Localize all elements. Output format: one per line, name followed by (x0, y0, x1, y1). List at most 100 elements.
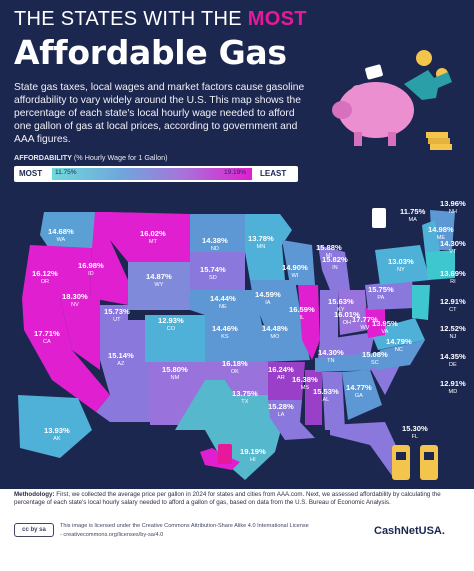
state-or (22, 245, 92, 298)
state-label-me: 14.98% ME (428, 225, 454, 242)
state-ga (342, 370, 382, 420)
state-label-nd: 14.38% ND (202, 236, 228, 253)
state-label-wy: 14.87% WY (146, 272, 172, 289)
state-label-ny: 13.03% NY (388, 257, 414, 274)
state-tx (175, 380, 285, 480)
state-mn (245, 214, 292, 280)
license-line1: This image is licensed under the Creativ… (60, 523, 309, 529)
state-label-tx: 13.75% TX (232, 389, 258, 406)
state-al (322, 372, 345, 430)
state-label-hi: 19.19% HI (240, 447, 266, 464)
state-label-oh: 16.01% OH (334, 310, 360, 327)
state-label-tn: 14.30% TN (318, 348, 344, 365)
state-la (268, 400, 315, 440)
state-label-wa: 14.68% WA (48, 227, 74, 244)
state-ca (22, 298, 110, 412)
state-label-al: 15.53% AL (313, 387, 339, 404)
state-label-md: 12.91% MD (440, 379, 466, 396)
state-label-ut: 15.73% UT (104, 307, 130, 324)
state-label-ky: 15.63% KY (328, 297, 354, 314)
state-wi (282, 240, 315, 285)
brand-logo: CashNetUSA. (374, 525, 445, 537)
state-label-sc: 15.08% SC (362, 350, 388, 367)
legend-title-bold: AFFORDABILITY (14, 153, 72, 162)
state-nd (190, 214, 245, 252)
state-ks (205, 325, 264, 362)
intro-text: State gas taxes, local wages and market … (14, 82, 305, 145)
state-label-ri: 13.69% RI (440, 269, 466, 286)
license-line2[interactable]: - creativecommons.org/licenses/by-sa/4.0 (60, 532, 164, 538)
state-label-wi: 14.90% WI (282, 263, 308, 280)
state-label-mi: 15.88% MI (316, 243, 342, 260)
state-label-sd: 15.74% SD (200, 265, 226, 282)
state-mt (110, 212, 190, 262)
footer: Methodology: First, we collected the ave… (0, 489, 474, 571)
legend-gradient (52, 168, 252, 180)
state-label-ma: 11.75% MA (400, 207, 426, 224)
methodology-label: Methodology: (14, 491, 55, 498)
state-label-nh: 13.96% NH (440, 199, 466, 216)
state-fl (330, 422, 405, 480)
state-label-az: 15.14% AZ (108, 351, 134, 368)
us-map: 14.68% WA 16.12% OR 17.71% CA 18.30% NV 16.9… (0, 190, 474, 490)
state-label-nc: 14.79% NC (386, 337, 412, 354)
state-ar (268, 362, 305, 400)
state-mi (318, 245, 350, 290)
state-ky (318, 332, 375, 358)
legend-max: 19.19% (224, 169, 247, 176)
state-label-ga: 14.77% GA (346, 383, 372, 400)
state-label-mn: 13.78% MN (248, 234, 274, 251)
state-ny (375, 245, 430, 285)
state-pa (365, 280, 415, 310)
state-oh (338, 290, 368, 335)
dollar-sign-icon (365, 64, 383, 80)
gas-pump-icon (404, 70, 452, 100)
title-prefix: THE STATES WITH THE (14, 8, 242, 30)
state-label-ms: 16.38% MS (292, 375, 318, 392)
dollar-sign-icon (218, 444, 232, 464)
state-tn (315, 352, 385, 372)
state-wa (40, 212, 96, 250)
dollar-sign-icon (372, 208, 386, 228)
state-il (298, 285, 320, 360)
state-label-mo: 14.48% MO (262, 324, 288, 341)
legend-least: LEAST (260, 169, 287, 178)
title-highlight: MOST (247, 8, 307, 30)
state-az (96, 360, 150, 422)
state-label-ak: 13.93% AK (44, 426, 70, 443)
state-label-ia: 14.59% IA (255, 290, 281, 307)
license-text: This image is licensed under the Creativ… (60, 522, 350, 540)
state-label-id: 16.98% ID (78, 261, 104, 278)
state-sc (370, 365, 400, 395)
state-label-nm: 15.80% NM (162, 365, 188, 382)
state-label-ar: 16.24% AR (268, 365, 294, 382)
state-wv (365, 308, 385, 338)
cc-license-badge: cc by sa (14, 523, 54, 537)
state-label-in: 15.82% IN (322, 255, 348, 272)
state-wy (128, 262, 190, 310)
state-label-co: 12.93% CO (158, 316, 184, 333)
state-label-pa: 15.75% PA (368, 285, 394, 302)
state-new-england (425, 250, 455, 280)
legend-min: 11.75% (55, 169, 77, 176)
methodology-text: First, we collected the average price pe… (14, 491, 441, 507)
state-label-nv: 18.30% NV (62, 292, 88, 309)
methodology: Methodology: First, we collected the ave… (14, 491, 464, 507)
state-label-va: 13.95% VA (372, 319, 398, 336)
state-label-wv: 17.77% WV (352, 315, 378, 332)
state-label-fl: 15.30% FL (402, 424, 428, 441)
state-label-il: 16.59% IL (289, 305, 315, 322)
state-ia (250, 280, 300, 310)
state-label-la: 15.28% LA (268, 402, 294, 419)
state-label-ct: 12.91% CT (440, 297, 466, 314)
state-label-ne: 14.44% NE (210, 294, 236, 311)
gas-station-icon (392, 445, 438, 480)
state-label-ks: 14.46% KS (212, 324, 238, 341)
state-co (145, 315, 205, 362)
state-sd (190, 252, 245, 290)
state-id (90, 212, 128, 305)
state-label-ok: 16.18% OK (222, 359, 248, 376)
legend-title-rest: (% Hourly Wage for 1 Gallon) (73, 153, 168, 162)
state-va (370, 318, 425, 350)
